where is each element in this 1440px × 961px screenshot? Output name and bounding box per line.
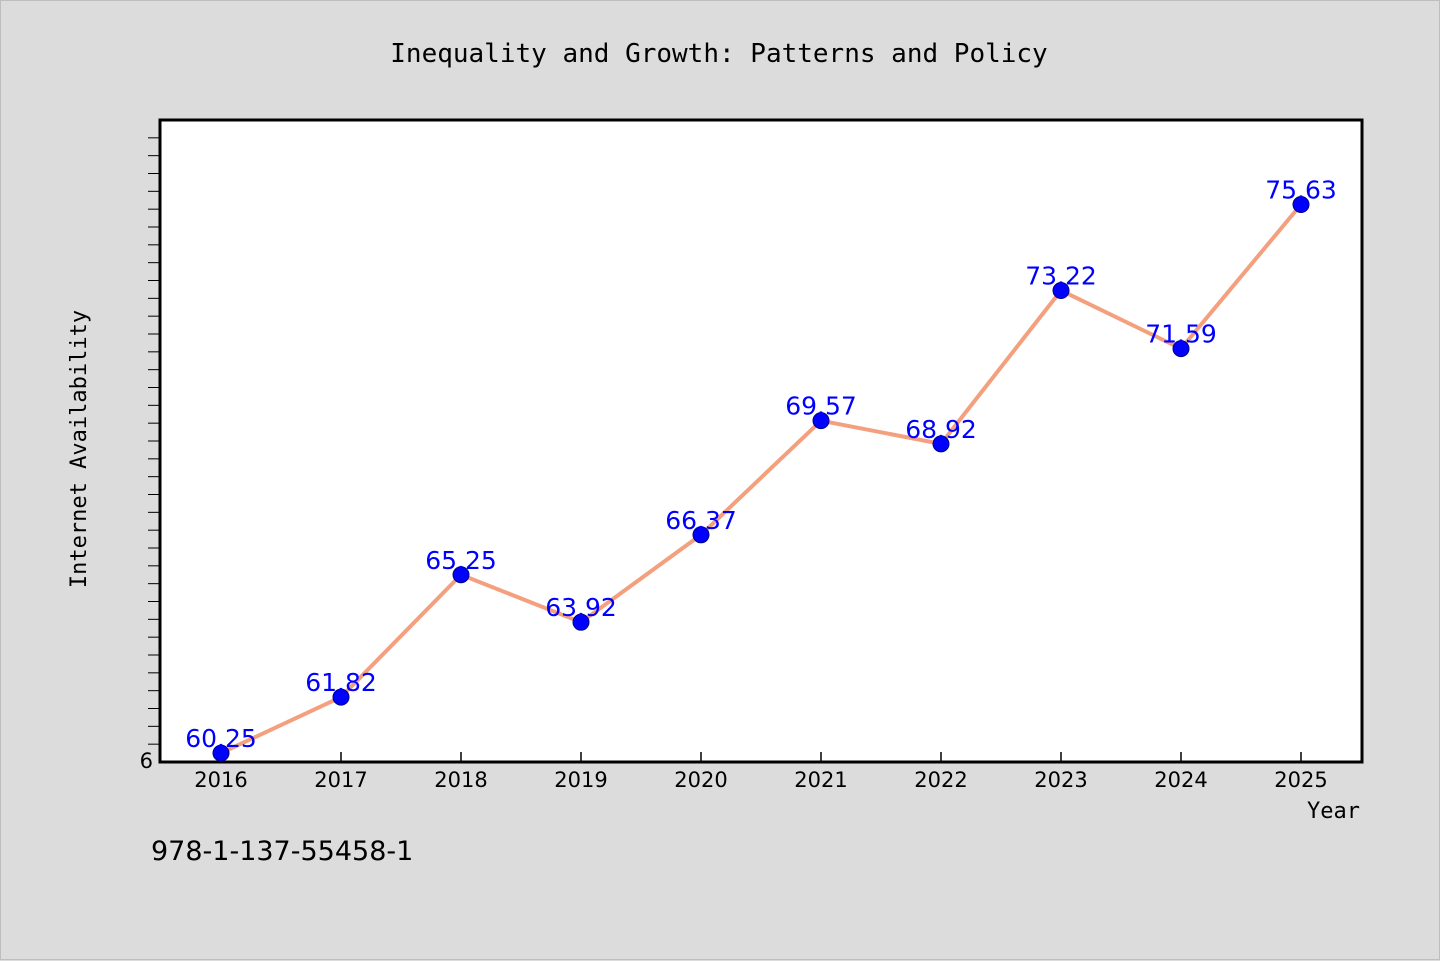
x-tick-label: 2024 <box>1154 768 1207 792</box>
data-label: 75.63 <box>1265 176 1337 205</box>
data-point <box>1292 196 1310 214</box>
y-axis <box>148 137 160 745</box>
data-point <box>212 744 230 762</box>
data-label: 65.25 <box>425 546 497 575</box>
data-label: 68.92 <box>905 415 977 444</box>
data-point <box>812 412 830 430</box>
data-label: 73.22 <box>1025 261 1097 290</box>
data-label: 61.82 <box>305 668 377 697</box>
data-point <box>572 613 590 631</box>
x-tick-label: 2018 <box>434 768 487 792</box>
plot-area <box>158 118 1364 764</box>
x-tick-label: 2016 <box>194 768 247 792</box>
x-tick-label: 2019 <box>554 768 607 792</box>
y-tick-label: 6 <box>140 749 153 773</box>
data-point <box>932 435 950 453</box>
data-label: 69.57 <box>785 392 857 421</box>
x-tick-label: 2025 <box>1274 768 1327 792</box>
x-tick-label: 2020 <box>674 768 727 792</box>
x-tick-label: 2017 <box>314 768 367 792</box>
data-label: 71.59 <box>1145 320 1217 349</box>
data-label: 66.37 <box>665 506 737 535</box>
x-tick-label: 2023 <box>1034 768 1087 792</box>
data-label: 60.25 <box>185 724 257 753</box>
data-point <box>452 566 470 584</box>
data-label: 63.92 <box>545 593 617 622</box>
series-line <box>220 203 1303 755</box>
x-tick-label: 2021 <box>794 768 847 792</box>
data-point <box>1052 281 1070 299</box>
data-labels: 60.25 61.82 65.25 63.92 66.37 69.57 68.92 73.22… <box>185 176 1337 754</box>
data-point <box>332 688 350 706</box>
x-tick-label: 2022 <box>914 768 967 792</box>
chart-title: Inequality and Growth: Patterns and Poli… <box>390 39 1047 69</box>
data-point <box>692 526 710 544</box>
x-axis: 2016 2017 2018 2019 2020 2021 2022 2023 2024 2025 <box>194 752 1328 792</box>
data-point <box>1172 340 1190 358</box>
x-axis-label: Year <box>1307 799 1360 824</box>
isbn-text: 978-1-137-55458-1 <box>151 836 414 867</box>
data-points <box>212 196 1310 762</box>
y-axis-label: Internet Availability <box>67 310 92 588</box>
